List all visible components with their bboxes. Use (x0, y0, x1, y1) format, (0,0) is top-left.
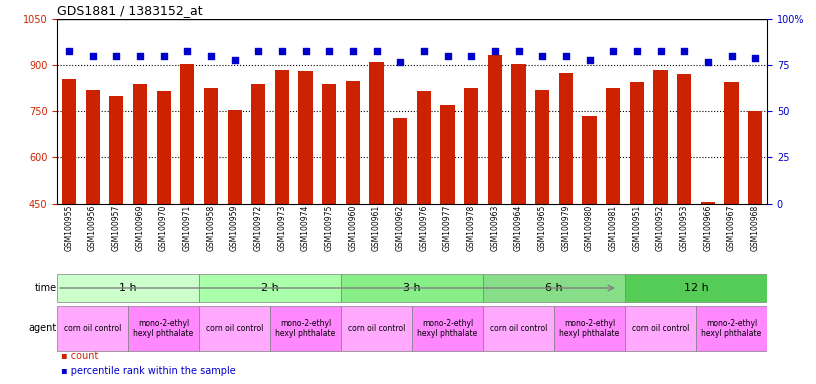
Text: corn oil control: corn oil control (206, 324, 264, 333)
FancyBboxPatch shape (199, 274, 341, 302)
Point (749, 55, 762, 61)
Bar (109, 96, 123, 204)
Point (109, 53, 122, 59)
Point (133, 53, 147, 59)
Bar (630, 82, 644, 204)
Bar (417, 91, 431, 204)
Bar (535, 90, 549, 204)
Bar (133, 84, 147, 204)
Bar (62, 79, 76, 204)
Point (559, 53, 572, 59)
Point (157, 53, 171, 59)
Point (322, 48, 336, 54)
FancyBboxPatch shape (128, 306, 199, 351)
Point (725, 53, 738, 59)
Text: 1 h: 1 h (119, 283, 137, 293)
Bar (583, 116, 596, 204)
FancyBboxPatch shape (554, 306, 625, 351)
Point (228, 57, 242, 63)
FancyBboxPatch shape (625, 274, 767, 302)
Bar (441, 105, 455, 204)
Text: mono-2-ethyl
hexyl phthalate: mono-2-ethyl hexyl phthalate (702, 319, 761, 338)
Text: mono-2-ethyl
hexyl phthalate: mono-2-ethyl hexyl phthalate (418, 319, 477, 338)
Point (417, 48, 431, 54)
Bar (606, 88, 620, 204)
Text: GDS1881 / 1383152_at: GDS1881 / 1383152_at (57, 3, 202, 17)
Text: corn oil control: corn oil control (490, 324, 548, 333)
Point (251, 48, 264, 54)
Point (464, 53, 477, 59)
FancyBboxPatch shape (57, 274, 199, 302)
Point (606, 48, 620, 54)
Text: ▪ count: ▪ count (61, 351, 99, 361)
FancyBboxPatch shape (199, 306, 270, 351)
Text: 6 h: 6 h (545, 283, 563, 293)
FancyBboxPatch shape (412, 306, 483, 351)
Bar (370, 62, 384, 204)
Point (488, 48, 501, 54)
Point (346, 48, 359, 54)
Bar (725, 82, 738, 204)
Point (512, 48, 526, 54)
Text: mono-2-ethyl
hexyl phthalate: mono-2-ethyl hexyl phthalate (560, 319, 619, 338)
Point (299, 48, 312, 54)
Point (275, 48, 289, 54)
Text: mono-2-ethyl
hexyl phthalate: mono-2-ethyl hexyl phthalate (134, 319, 193, 338)
Bar (322, 84, 336, 204)
FancyBboxPatch shape (341, 306, 412, 351)
Bar (748, 111, 762, 204)
Bar (204, 88, 218, 204)
Bar (275, 70, 289, 204)
Text: corn oil control: corn oil control (64, 324, 122, 333)
Point (180, 48, 194, 54)
Text: mono-2-ethyl
hexyl phthalate: mono-2-ethyl hexyl phthalate (276, 319, 335, 338)
FancyBboxPatch shape (341, 274, 483, 302)
Bar (157, 91, 171, 204)
Point (441, 53, 454, 59)
Point (677, 48, 690, 54)
Bar (299, 71, 313, 204)
Bar (654, 70, 667, 204)
Text: time: time (35, 283, 57, 293)
FancyBboxPatch shape (57, 306, 128, 351)
Bar (559, 73, 573, 204)
Text: corn oil control: corn oil control (632, 324, 690, 333)
FancyBboxPatch shape (483, 306, 554, 351)
Text: 3 h: 3 h (403, 283, 421, 293)
FancyBboxPatch shape (696, 306, 767, 351)
Bar (464, 88, 478, 204)
Bar (488, 55, 502, 204)
Point (393, 58, 406, 65)
Point (204, 53, 217, 59)
Bar (701, 202, 715, 204)
Bar (393, 118, 407, 204)
Point (583, 57, 596, 63)
FancyBboxPatch shape (625, 306, 696, 351)
Bar (677, 74, 691, 204)
Point (370, 48, 383, 54)
Bar (180, 64, 194, 204)
Text: 2 h: 2 h (261, 283, 279, 293)
Bar (346, 81, 360, 204)
Bar (228, 110, 242, 204)
Point (86, 53, 100, 59)
FancyBboxPatch shape (270, 306, 341, 351)
Point (701, 58, 715, 65)
Text: agent: agent (29, 323, 57, 333)
Text: corn oil control: corn oil control (348, 324, 406, 333)
Point (535, 53, 548, 59)
Bar (512, 64, 526, 204)
Point (654, 48, 667, 54)
Bar (86, 90, 100, 204)
Text: ▪ percentile rank within the sample: ▪ percentile rank within the sample (61, 366, 236, 376)
Point (630, 48, 643, 54)
FancyBboxPatch shape (483, 274, 625, 302)
Bar (251, 84, 265, 204)
Text: 12 h: 12 h (684, 283, 708, 293)
Point (62, 48, 75, 54)
